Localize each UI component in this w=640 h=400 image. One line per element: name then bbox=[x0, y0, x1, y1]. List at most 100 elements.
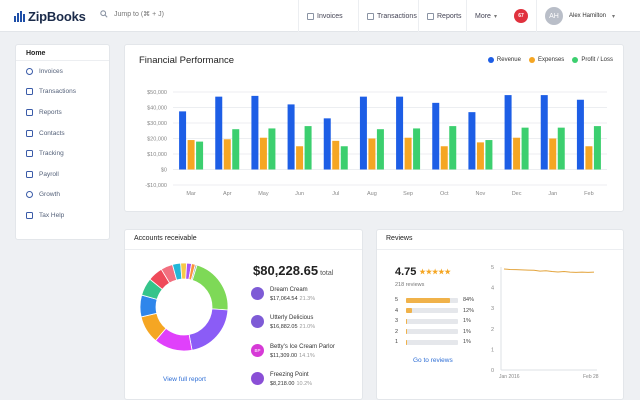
legend-revenue[interactable]: Revenue bbox=[487, 57, 521, 63]
top-bar: ZipBooks Invoices Transactions Reports M… bbox=[0, 0, 640, 32]
legend-label: Revenue bbox=[496, 57, 521, 63]
bar-profit-loss bbox=[557, 127, 565, 170]
bar-expenses bbox=[549, 138, 557, 170]
bar-expenses bbox=[404, 137, 412, 170]
rating-percent: 1% bbox=[463, 328, 471, 335]
legend-dot bbox=[572, 57, 579, 63]
rating-row: 2 1% bbox=[395, 329, 477, 335]
rating-percent: 1% bbox=[463, 318, 471, 324]
logo-icon bbox=[14, 11, 25, 22]
tracking-icon bbox=[26, 150, 33, 158]
nav-more[interactable]: More ▾ bbox=[466, 0, 506, 32]
financial-performance-title: Financial Performance bbox=[139, 55, 235, 66]
donut-hole bbox=[156, 279, 212, 335]
legend-label: Profit / Loss bbox=[581, 57, 613, 63]
rating-row: 4 12% bbox=[395, 308, 477, 314]
x-tick-label: Aug bbox=[367, 191, 377, 197]
nav-transactions-label: Transactions bbox=[377, 12, 417, 20]
y-tick-label: 2 bbox=[491, 327, 494, 333]
x-tick-label: Jul bbox=[332, 191, 339, 197]
sidebar-item-reports[interactable]: Reports bbox=[16, 102, 109, 123]
bar-revenue bbox=[359, 96, 367, 170]
x-tick-label: Nov bbox=[476, 191, 486, 197]
bar-revenue bbox=[287, 104, 295, 170]
sidebar: Home Invoices Transactions Reports Conta… bbox=[15, 44, 110, 240]
customer-row[interactable]: Utterly Delicious $16,882.05 21.0% bbox=[251, 314, 315, 331]
sidebar-item-label: Contacts bbox=[39, 129, 65, 137]
y-tick-label: 0 bbox=[491, 368, 494, 374]
transactions-icon bbox=[367, 12, 374, 20]
financial-performance-card: $50,000 $40,000 $30,000 $20,000 $10,000 $0 -$1… bbox=[124, 44, 624, 212]
sidebar-item-payroll[interactable]: Payroll bbox=[16, 164, 109, 185]
customer-row[interactable]: Freezing Point $8,218.00 10.2% bbox=[251, 371, 312, 388]
customer-row[interactable]: BP Betty's Ice Cream Parlor $11,309.00 14.… bbox=[251, 343, 335, 360]
rating-bar-fill bbox=[406, 339, 407, 345]
sidebar-item-label: Tax Help bbox=[39, 211, 65, 219]
bar-profit-loss bbox=[304, 126, 312, 170]
app-name: ZipBooks bbox=[28, 9, 86, 24]
reports-icon bbox=[427, 12, 434, 20]
x-tick-label: Feb 28 bbox=[583, 374, 599, 380]
rating-star-label: 3 bbox=[395, 318, 399, 324]
y-tick-label: $40,000 bbox=[147, 106, 167, 112]
y-tick-label: 3 bbox=[491, 306, 494, 312]
legend-expenses[interactable]: Expenses bbox=[528, 57, 564, 63]
customer-name: Freezing Point bbox=[270, 372, 309, 378]
invoice-icon bbox=[26, 67, 33, 75]
reviews-card: 5 4 3 2 1 0 Jan 2016 Feb 28 Reviews 4.75 ★★★★★ 2… bbox=[376, 229, 624, 400]
nav-reports[interactable]: Reports bbox=[418, 0, 466, 32]
view-full-report-link[interactable]: View full report bbox=[163, 376, 206, 383]
accounts-receivable-title: Accounts receivable bbox=[125, 230, 362, 250]
sidebar-item-label: Invoices bbox=[39, 67, 63, 75]
customer-amount: $8,218.00 bbox=[270, 381, 295, 387]
y-tick-label: $10,000 bbox=[147, 152, 167, 158]
star-icon: ★★★★★ bbox=[419, 269, 451, 276]
y-tick-label: $50,000 bbox=[147, 90, 167, 96]
customer-percent: 14.1% bbox=[299, 353, 315, 359]
bar-expenses bbox=[368, 138, 376, 170]
nav-transactions[interactable]: Transactions bbox=[358, 0, 418, 32]
bar-expenses bbox=[332, 140, 340, 170]
reports-icon bbox=[26, 108, 33, 116]
rating-star-label: 2 bbox=[395, 328, 399, 335]
rating-star-label: 1 bbox=[395, 339, 399, 345]
legend-profit-loss[interactable]: Profit / Loss bbox=[572, 57, 613, 63]
bar-profit-loss bbox=[521, 127, 529, 170]
y-tick-label: $30,000 bbox=[147, 121, 167, 127]
notification-badge[interactable]: 67 bbox=[514, 9, 528, 23]
accounts-receivable-card: Accounts receivable View full report $80… bbox=[124, 229, 363, 400]
customer-name: Dream Cream bbox=[270, 287, 308, 293]
nav-invoices[interactable]: Invoices bbox=[298, 0, 358, 32]
customer-amount: $11,309.00 bbox=[270, 353, 298, 359]
rating-bar-fill bbox=[406, 329, 407, 334]
sidebar-item-tax-help[interactable]: Tax Help bbox=[16, 205, 109, 226]
bar-expenses bbox=[296, 146, 304, 170]
sidebar-item-transactions[interactable]: Transactions bbox=[16, 82, 109, 103]
rating-row: 5 84% bbox=[395, 297, 477, 303]
reviews-average: 4.75 ★★★★★ bbox=[395, 266, 451, 278]
customer-name: Utterly Delicious bbox=[270, 315, 314, 321]
growth-icon bbox=[26, 191, 33, 199]
sidebar-item-contacts[interactable]: Contacts bbox=[16, 123, 109, 144]
customer-percent: 10.2% bbox=[296, 381, 313, 387]
search-bar[interactable] bbox=[100, 10, 234, 18]
y-tick-label: -$10,000 bbox=[145, 183, 167, 189]
bar-profit-loss bbox=[340, 146, 348, 170]
user-menu[interactable]: AH Alex Hamilton ▾ bbox=[536, 0, 615, 32]
app-logo[interactable]: ZipBooks bbox=[14, 9, 86, 24]
sidebar-item-tracking[interactable]: Tracking bbox=[16, 143, 109, 164]
customer-row[interactable]: Dream Cream $17,064.54 21.3% bbox=[251, 286, 315, 303]
bar-revenue bbox=[396, 96, 404, 170]
x-tick-label: Mar bbox=[186, 191, 196, 197]
avatar: AH bbox=[545, 7, 563, 25]
bar-expenses bbox=[476, 142, 484, 170]
sidebar-item-invoices[interactable]: Invoices bbox=[16, 61, 109, 82]
search-input[interactable] bbox=[114, 10, 234, 18]
bar-profit-loss bbox=[196, 141, 204, 170]
bar-revenue bbox=[215, 96, 223, 170]
sidebar-item-growth[interactable]: Growth bbox=[16, 185, 109, 206]
receivable-donut-chart bbox=[139, 262, 229, 352]
go-to-reviews-link[interactable]: Go to reviews bbox=[413, 357, 453, 364]
customer-amount: $17,064.54 bbox=[270, 296, 298, 302]
sidebar-item-home[interactable]: Home bbox=[16, 45, 109, 61]
